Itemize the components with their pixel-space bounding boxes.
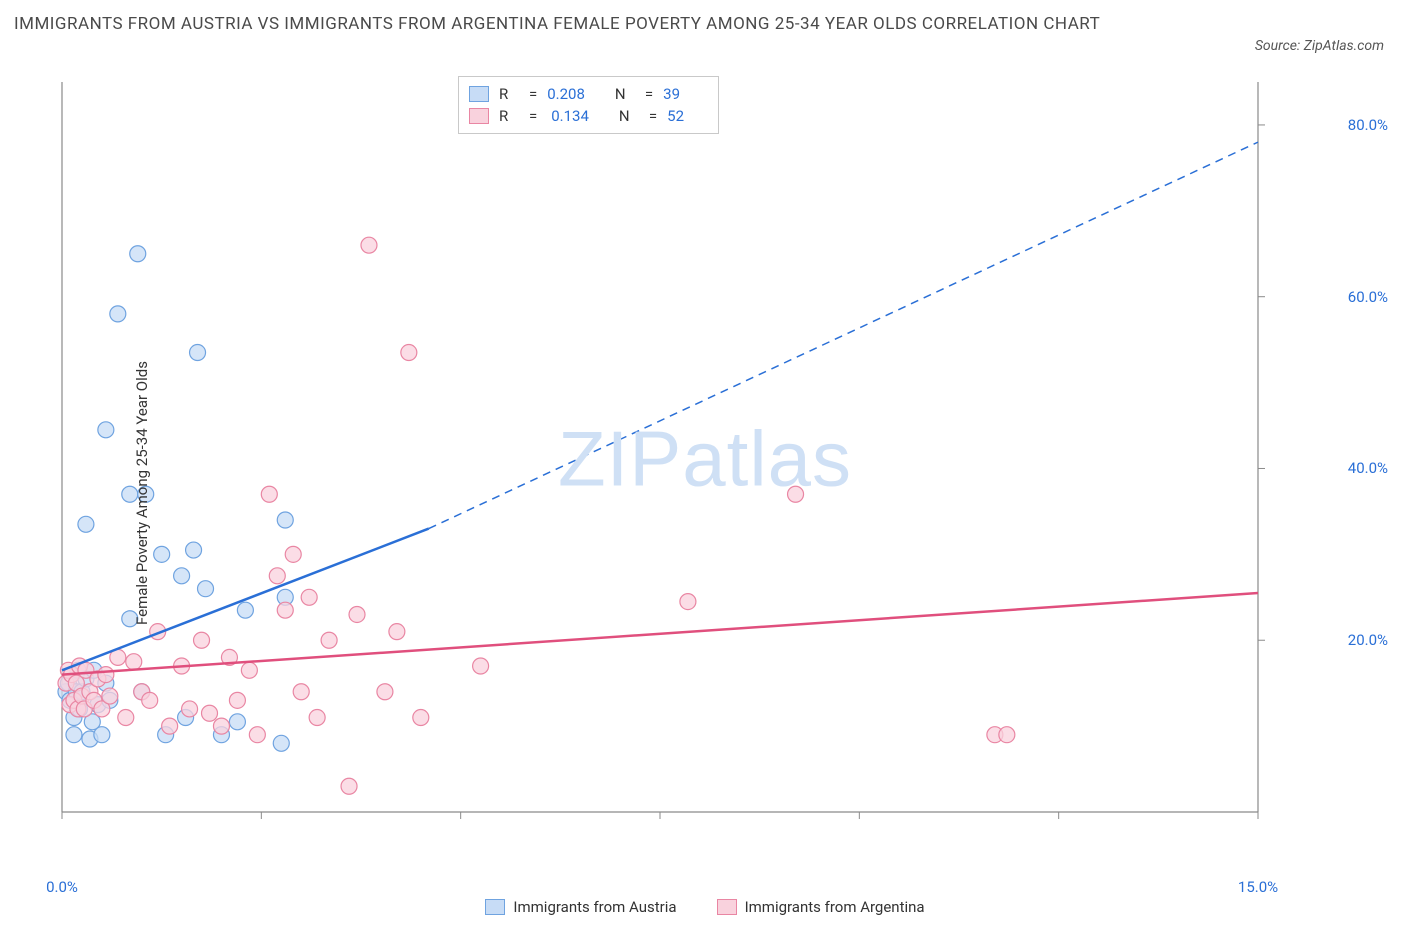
austria-swatch-icon [485, 899, 505, 915]
chart-title: IMMIGRANTS FROM AUSTRIA VS IMMIGRANTS FR… [14, 12, 1114, 38]
x-tick-label: 15.0% [1238, 878, 1278, 896]
y-axis-label: Female Poverty Among 25-34 Year Olds [133, 361, 151, 625]
scatter-plot [18, 70, 1328, 860]
x-tick-label: 0.0% [46, 878, 78, 896]
y-tick-label: 80.0% [1348, 116, 1388, 134]
source-attribution: Source: ZipAtlas.com [1255, 38, 1384, 54]
austria-r-value: 0.208 [547, 85, 585, 103]
y-tick-label: 20.0% [1348, 631, 1388, 649]
argentina-r-value: 0.134 [551, 107, 589, 125]
chart-container: Female Poverty Among 25-34 Year Olds ZIP… [18, 70, 1392, 916]
argentina-legend-label: Immigrants from Argentina [745, 898, 925, 916]
austria-legend-label: Immigrants from Austria [513, 898, 676, 916]
series-legend: Immigrants from Austria Immigrants from … [18, 898, 1392, 916]
y-tick-label: 40.0% [1348, 459, 1388, 477]
argentina-swatch-icon [717, 899, 737, 915]
argentina-swatch [469, 108, 489, 124]
austria-n-value: 39 [663, 85, 680, 103]
y-tick-label: 60.0% [1348, 288, 1388, 306]
argentina-n-value: 52 [667, 107, 684, 125]
austria-swatch [469, 86, 489, 102]
stats-legend: R= 0.208 N= 39 R= 0.134 N= 52 [458, 76, 719, 134]
